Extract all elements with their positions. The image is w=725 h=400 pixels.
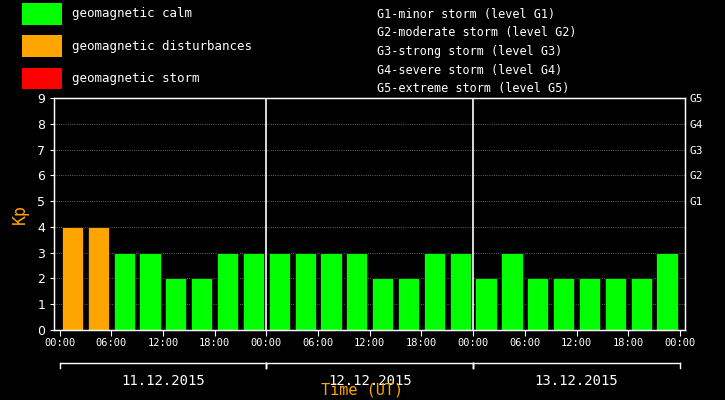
Bar — [553, 278, 574, 330]
Text: geomagnetic disturbances: geomagnetic disturbances — [72, 40, 252, 52]
Text: 11.12.2015: 11.12.2015 — [121, 374, 205, 388]
Text: geomagnetic calm: geomagnetic calm — [72, 7, 193, 20]
Bar — [605, 278, 626, 330]
Bar — [191, 278, 212, 330]
Bar — [22, 68, 62, 89]
Text: G1-minor storm (level G1): G1-minor storm (level G1) — [377, 8, 555, 21]
Bar — [294, 253, 315, 330]
Bar — [579, 278, 600, 330]
Bar — [88, 227, 109, 330]
Y-axis label: Kp: Kp — [11, 204, 29, 224]
Bar — [139, 253, 161, 330]
Bar — [656, 253, 678, 330]
Bar — [165, 278, 186, 330]
Text: Time (UT): Time (UT) — [321, 382, 404, 398]
Bar — [347, 253, 368, 330]
Bar — [501, 253, 523, 330]
Bar — [62, 227, 83, 330]
Bar — [527, 278, 548, 330]
Bar — [372, 278, 393, 330]
Text: 12.12.2015: 12.12.2015 — [328, 374, 412, 388]
Text: geomagnetic storm: geomagnetic storm — [72, 72, 200, 85]
Bar — [424, 253, 445, 330]
Bar — [320, 253, 341, 330]
Bar — [269, 253, 290, 330]
Bar — [450, 253, 471, 330]
Text: G3-strong storm (level G3): G3-strong storm (level G3) — [377, 45, 563, 58]
Bar — [476, 278, 497, 330]
Bar — [114, 253, 135, 330]
Text: 13.12.2015: 13.12.2015 — [534, 374, 618, 388]
Text: G5-extreme storm (level G5): G5-extreme storm (level G5) — [377, 82, 569, 95]
Bar — [398, 278, 419, 330]
Bar — [217, 253, 239, 330]
Bar — [631, 278, 652, 330]
Text: G4-severe storm (level G4): G4-severe storm (level G4) — [377, 64, 563, 77]
Bar — [22, 35, 62, 57]
Bar — [22, 3, 62, 24]
Text: G2-moderate storm (level G2): G2-moderate storm (level G2) — [377, 26, 576, 40]
Bar — [243, 253, 264, 330]
